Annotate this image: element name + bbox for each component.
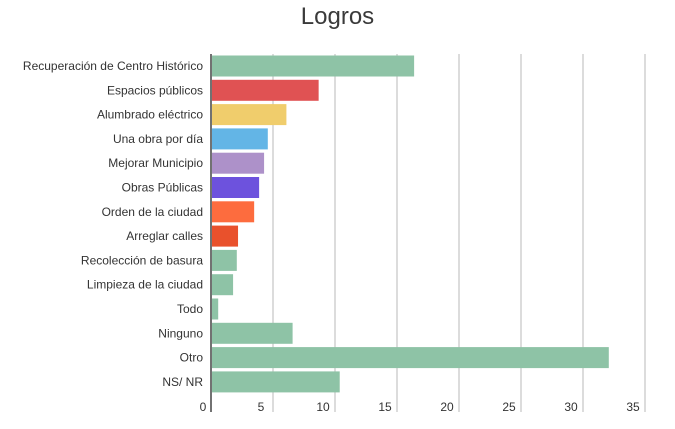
x-tick-label-10: 10 — [316, 400, 330, 414]
category-label-7: Orden de la ciudad — [102, 205, 203, 219]
category-label-8: Arreglar calles — [126, 229, 203, 243]
category-label-13: Otro — [180, 351, 204, 365]
category-label-12: Ninguno — [158, 326, 203, 340]
category-label-4: Una obra por día — [113, 132, 203, 146]
bar-8 — [212, 225, 239, 247]
x-tick-label-25: 25 — [502, 400, 516, 414]
bar-1 — [212, 55, 415, 77]
category-label-2: Espacios públicos — [107, 83, 203, 97]
bar-6 — [212, 177, 260, 198]
bar-14 — [212, 371, 340, 393]
bar-2 — [212, 79, 319, 101]
x-tick-label-30: 30 — [564, 400, 578, 414]
category-label-14: NS/ NR — [162, 375, 203, 389]
category-label-10: Limpieza de la ciudad — [87, 278, 203, 292]
x-tick-label-5: 5 — [258, 400, 265, 414]
x-tick-label-15: 15 — [378, 400, 392, 414]
category-label-6: Obras Públicas — [122, 181, 203, 195]
bar-7 — [212, 201, 255, 223]
category-label-9: Recolección de basura — [81, 253, 203, 267]
x-tick-label-0: 0 — [200, 400, 207, 414]
category-label-11: Todo — [177, 302, 203, 316]
bar-9 — [212, 249, 237, 271]
bar-12 — [212, 322, 293, 344]
bar-10 — [212, 274, 234, 296]
bar-5 — [212, 152, 265, 174]
bar-4 — [212, 128, 268, 150]
bar-3 — [212, 104, 287, 126]
category-label-3: Alumbrado eléctrico — [97, 108, 203, 122]
category-label-1: Recuperación de Centro Histórico — [23, 59, 203, 73]
x-tick-label-35: 35 — [626, 400, 640, 414]
x-tick-label-20: 20 — [440, 400, 454, 414]
chart-title: Logros — [300, 3, 375, 30]
bar-11 — [212, 298, 219, 320]
bar-13 — [212, 347, 609, 369]
category-label-5: Mejorar Municipio — [108, 156, 203, 170]
